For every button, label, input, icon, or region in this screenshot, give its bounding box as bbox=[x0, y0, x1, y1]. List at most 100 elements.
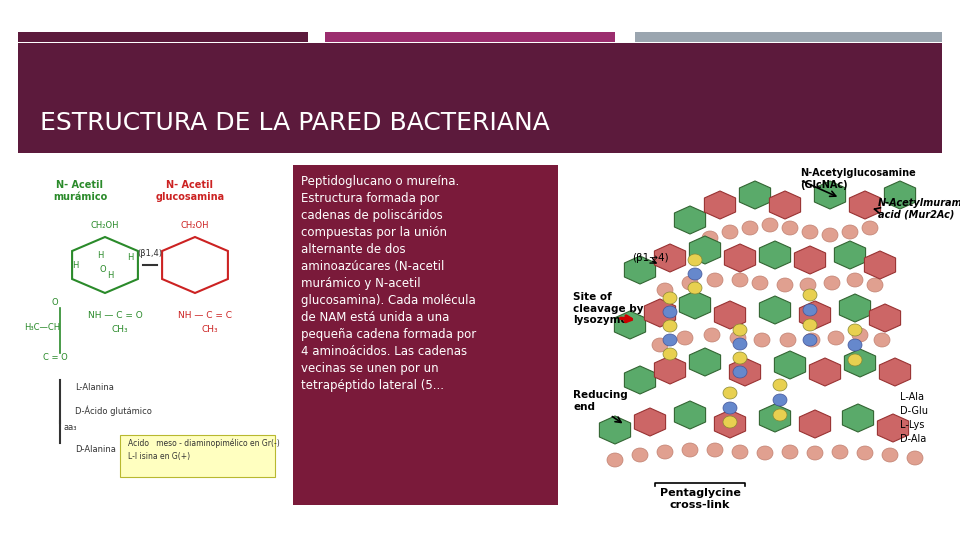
Polygon shape bbox=[714, 410, 746, 438]
Polygon shape bbox=[877, 414, 908, 442]
Polygon shape bbox=[705, 191, 735, 219]
Text: Site of
cleavage by
lysozyme: Site of cleavage by lysozyme bbox=[573, 292, 643, 325]
Text: H: H bbox=[127, 253, 133, 261]
Bar bbox=[293, 165, 558, 505]
Ellipse shape bbox=[782, 445, 798, 459]
Text: N-Acetylglucosamine
(GlcNAc): N-Acetylglucosamine (GlcNAc) bbox=[800, 168, 916, 190]
Polygon shape bbox=[850, 191, 880, 219]
Text: NH — C = O: NH — C = O bbox=[87, 311, 142, 320]
Text: D-Alanina: D-Alanina bbox=[75, 445, 116, 454]
Text: L-Lys: L-Lys bbox=[900, 420, 924, 430]
Ellipse shape bbox=[882, 448, 898, 462]
Ellipse shape bbox=[803, 334, 817, 346]
Ellipse shape bbox=[757, 446, 773, 460]
Polygon shape bbox=[800, 301, 830, 329]
Ellipse shape bbox=[754, 333, 770, 347]
Text: (β1→4): (β1→4) bbox=[632, 253, 668, 263]
Polygon shape bbox=[714, 301, 746, 329]
Ellipse shape bbox=[803, 289, 817, 301]
Ellipse shape bbox=[733, 366, 747, 378]
Text: L-Alanina: L-Alanina bbox=[75, 383, 114, 392]
Ellipse shape bbox=[733, 324, 747, 336]
Polygon shape bbox=[614, 311, 645, 339]
Ellipse shape bbox=[773, 394, 787, 406]
Ellipse shape bbox=[733, 338, 747, 350]
Ellipse shape bbox=[874, 333, 890, 347]
Ellipse shape bbox=[773, 379, 787, 391]
Ellipse shape bbox=[828, 331, 844, 345]
Ellipse shape bbox=[688, 254, 702, 266]
Ellipse shape bbox=[857, 446, 873, 460]
Text: O: O bbox=[52, 298, 59, 307]
Text: (β1,4): (β1,4) bbox=[137, 248, 162, 258]
Ellipse shape bbox=[730, 331, 746, 345]
Ellipse shape bbox=[663, 306, 677, 318]
Polygon shape bbox=[624, 256, 656, 284]
Text: aa₃: aa₃ bbox=[63, 423, 77, 432]
Ellipse shape bbox=[723, 387, 737, 399]
Polygon shape bbox=[655, 244, 685, 272]
Ellipse shape bbox=[657, 283, 673, 297]
Ellipse shape bbox=[800, 278, 816, 292]
Ellipse shape bbox=[723, 402, 737, 414]
Ellipse shape bbox=[663, 292, 677, 304]
Ellipse shape bbox=[780, 333, 796, 347]
Polygon shape bbox=[870, 304, 900, 332]
Polygon shape bbox=[843, 404, 874, 432]
Ellipse shape bbox=[852, 328, 868, 342]
Ellipse shape bbox=[663, 348, 677, 360]
Bar bbox=[635, 32, 942, 42]
Ellipse shape bbox=[822, 228, 838, 242]
Polygon shape bbox=[759, 241, 791, 269]
Ellipse shape bbox=[782, 221, 798, 235]
Ellipse shape bbox=[777, 278, 793, 292]
Text: ESTRUCTURA DE LA PARED BACTERIANA: ESTRUCTURA DE LA PARED BACTERIANA bbox=[40, 111, 550, 135]
Ellipse shape bbox=[807, 446, 823, 460]
Polygon shape bbox=[814, 181, 846, 209]
Text: D-Ácido glutámico: D-Ácido glutámico bbox=[75, 405, 152, 415]
Ellipse shape bbox=[824, 276, 840, 290]
Polygon shape bbox=[624, 366, 656, 394]
Polygon shape bbox=[655, 356, 685, 384]
Ellipse shape bbox=[848, 354, 862, 366]
Ellipse shape bbox=[704, 328, 720, 342]
Ellipse shape bbox=[867, 278, 883, 292]
Polygon shape bbox=[834, 241, 866, 269]
Ellipse shape bbox=[688, 282, 702, 294]
Polygon shape bbox=[775, 351, 805, 379]
Polygon shape bbox=[675, 401, 706, 429]
Ellipse shape bbox=[702, 231, 718, 245]
Ellipse shape bbox=[742, 221, 758, 235]
Ellipse shape bbox=[688, 268, 702, 280]
Text: N- Acetil
murámico: N- Acetil murámico bbox=[53, 180, 108, 201]
Ellipse shape bbox=[723, 416, 737, 428]
Ellipse shape bbox=[682, 276, 698, 290]
Ellipse shape bbox=[847, 273, 863, 287]
Ellipse shape bbox=[752, 276, 768, 290]
Text: Pentaglycine
cross-link: Pentaglycine cross-link bbox=[660, 488, 740, 510]
Text: Reducing
end: Reducing end bbox=[573, 390, 628, 411]
Text: CH₂OH: CH₂OH bbox=[180, 221, 209, 230]
Ellipse shape bbox=[848, 324, 862, 336]
Ellipse shape bbox=[677, 331, 693, 345]
Text: N-Acetylmuramic
acid (Mur2Ac): N-Acetylmuramic acid (Mur2Ac) bbox=[878, 198, 960, 220]
Text: H₃C—CH: H₃C—CH bbox=[24, 323, 60, 333]
Polygon shape bbox=[759, 296, 791, 324]
Ellipse shape bbox=[663, 320, 677, 332]
Ellipse shape bbox=[848, 339, 862, 351]
Bar bbox=[120, 435, 275, 477]
Ellipse shape bbox=[842, 225, 858, 239]
Polygon shape bbox=[864, 251, 896, 279]
Polygon shape bbox=[599, 416, 631, 444]
Text: Acido   meso - diaminopimélico en Gr(-)
L-l isina en G(+): Acido meso - diaminopimélico en Gr(-) L-… bbox=[128, 439, 279, 461]
Ellipse shape bbox=[707, 443, 723, 457]
Ellipse shape bbox=[652, 338, 668, 352]
Polygon shape bbox=[689, 236, 721, 264]
Bar bbox=[18, 43, 942, 153]
Ellipse shape bbox=[707, 273, 723, 287]
Text: C = O: C = O bbox=[42, 353, 67, 362]
Polygon shape bbox=[680, 291, 710, 319]
Polygon shape bbox=[725, 244, 756, 272]
Polygon shape bbox=[689, 348, 721, 376]
Text: CH₃: CH₃ bbox=[202, 325, 218, 334]
